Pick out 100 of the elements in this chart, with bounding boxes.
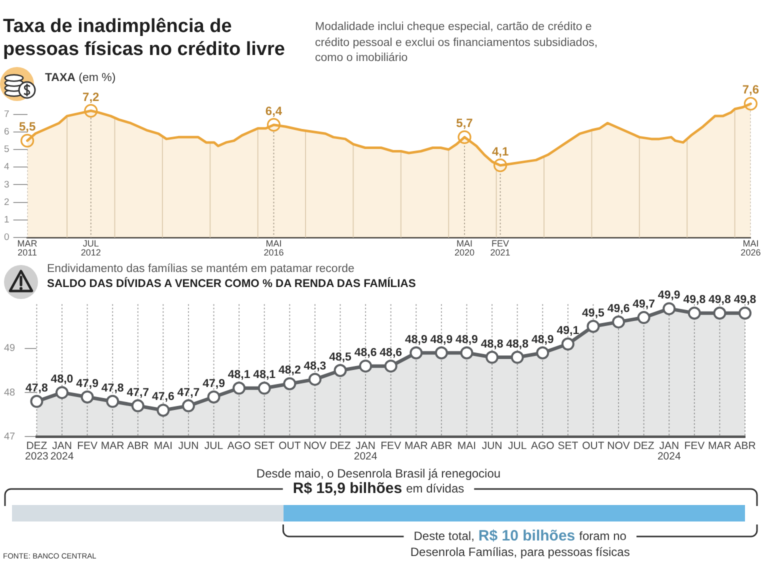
point (688, 306, 701, 320)
x-tick-label: MAR (404, 440, 428, 452)
x-tick-label: FEV 2021 (490, 238, 510, 258)
point (80, 390, 94, 404)
x-tick-label: DEZ (633, 440, 655, 452)
x-tick-label: JUN (482, 440, 502, 452)
x-tick-label: ABR (430, 440, 453, 452)
point (30, 394, 44, 408)
x-tick-label: MAR 2011 (17, 238, 38, 258)
x-tick-label: AGO (530, 440, 554, 452)
y-axis-title: TAXA (em %) (45, 72, 116, 84)
data-label: 48,2 (278, 364, 301, 377)
x-tick-label: JAN 2024 (354, 440, 378, 462)
point (612, 315, 626, 328)
data-label: 4,1 (492, 144, 509, 158)
y-tick-label: 48 (4, 387, 16, 398)
data-label: 47,8 (101, 382, 124, 394)
point (283, 377, 296, 390)
y-tick-label: 6 (4, 126, 10, 138)
point (106, 394, 120, 408)
y-tick-label: 7 (4, 108, 10, 120)
y-tick-label: 4 (4, 162, 10, 173)
data-label: 48,9 (456, 334, 478, 346)
x-tick-label: FEV (380, 440, 402, 452)
y-tick-label: 47 (4, 431, 16, 442)
data-label: 49,8 (683, 294, 706, 306)
point (460, 346, 474, 360)
x-tick-label: JUL 2012 (80, 238, 101, 258)
data-label: 47,6 (152, 391, 174, 404)
x-tick-label: DEZ 2023 (25, 440, 49, 462)
y-tick-label: 3 (4, 179, 10, 190)
chart-subtitle: Endividamento das famílias se mantém em patamar recorde (47, 263, 354, 275)
point (258, 382, 271, 395)
data-label: 5,5 (18, 120, 36, 134)
x-tick-label: OUT (582, 440, 605, 452)
data-label: 7,2 (82, 90, 100, 104)
x-tick-label: AGO (227, 440, 251, 452)
point (434, 346, 448, 360)
data-label: 47,9 (76, 378, 98, 390)
y-tick-label: 5 (4, 144, 10, 156)
x-tick-label: NOV (607, 440, 630, 452)
point (662, 302, 676, 316)
data-label: 7,6 (742, 82, 760, 97)
data-label: 49,1 (556, 325, 580, 338)
data-label: 5,7 (456, 116, 474, 130)
data-label: 49,8 (734, 294, 757, 306)
data-label: 48,6 (380, 347, 402, 360)
y-tick-label: 1 (4, 214, 10, 226)
data-label: 48,8 (480, 338, 504, 350)
x-tick-label: JUL (508, 440, 527, 452)
x-tick-label: JAN 2024 (657, 440, 681, 462)
data-label: 48,6 (354, 347, 377, 360)
point (308, 372, 322, 386)
point (182, 399, 195, 412)
data-label: 49,9 (658, 290, 680, 302)
point (232, 382, 246, 395)
x-tick-label: MAI (457, 440, 476, 452)
data-label: 48,9 (430, 334, 453, 346)
x-tick-label: ABR (127, 440, 150, 452)
x-tick-label: JAN 2024 (50, 440, 74, 462)
data-label: 48,8 (506, 338, 530, 350)
chart-subtitle: Modalidade inclui cheque especial, cartão de crédito e crédito pessoal e exclui os financiamentos subsidiados, como o imobiliário (315, 20, 599, 66)
data-label: 48,1 (253, 369, 276, 382)
x-tick-label: MAR (708, 440, 732, 452)
y-tick-label: 49 (4, 343, 16, 354)
data-label: 48,3 (304, 360, 326, 372)
x-tick-label: SET (558, 440, 579, 452)
x-tick-label: JUL (204, 440, 224, 452)
chart-title: SALDO DAS DÍVIDAS A VENCER COMO % DA RENDA DAS FAMÍLIAS (47, 278, 416, 290)
x-tick-label: MAI (154, 440, 173, 452)
data-label: 48,9 (531, 334, 554, 346)
point (359, 360, 372, 373)
x-tick-label: SET (254, 440, 276, 452)
point (410, 346, 423, 360)
data-label: 49,8 (708, 294, 732, 306)
x-tick-label: DEZ (330, 440, 352, 452)
x-tick-label: ABR (734, 440, 756, 452)
data-label: 48,5 (329, 352, 352, 364)
chart-title: Taxa de inadimplência de pessoas físicas no crédito livre (3, 15, 286, 61)
point (384, 360, 398, 373)
data-label: 47,7 (177, 386, 200, 399)
x-tick-label: OUT (278, 440, 302, 452)
x-tick-label: FEV (684, 440, 705, 452)
data-label: 49,7 (632, 298, 656, 311)
data-label: 49,5 (582, 307, 606, 320)
point (486, 350, 499, 364)
x-tick-label: MAI 2026 (740, 238, 761, 258)
point (510, 350, 524, 364)
x-tick-label: MAR (100, 440, 125, 452)
point (207, 390, 220, 404)
y-tick-label: 2 (4, 196, 10, 208)
point (156, 404, 170, 417)
data-label: 47,8 (26, 382, 48, 394)
data-label: 48,1 (228, 369, 251, 382)
point (637, 311, 650, 324)
y-tick-label: 0 (4, 232, 10, 244)
data-label: 48,0 (50, 374, 74, 386)
data-label: 6,4 (265, 104, 282, 118)
point (55, 386, 68, 400)
point (561, 338, 574, 351)
